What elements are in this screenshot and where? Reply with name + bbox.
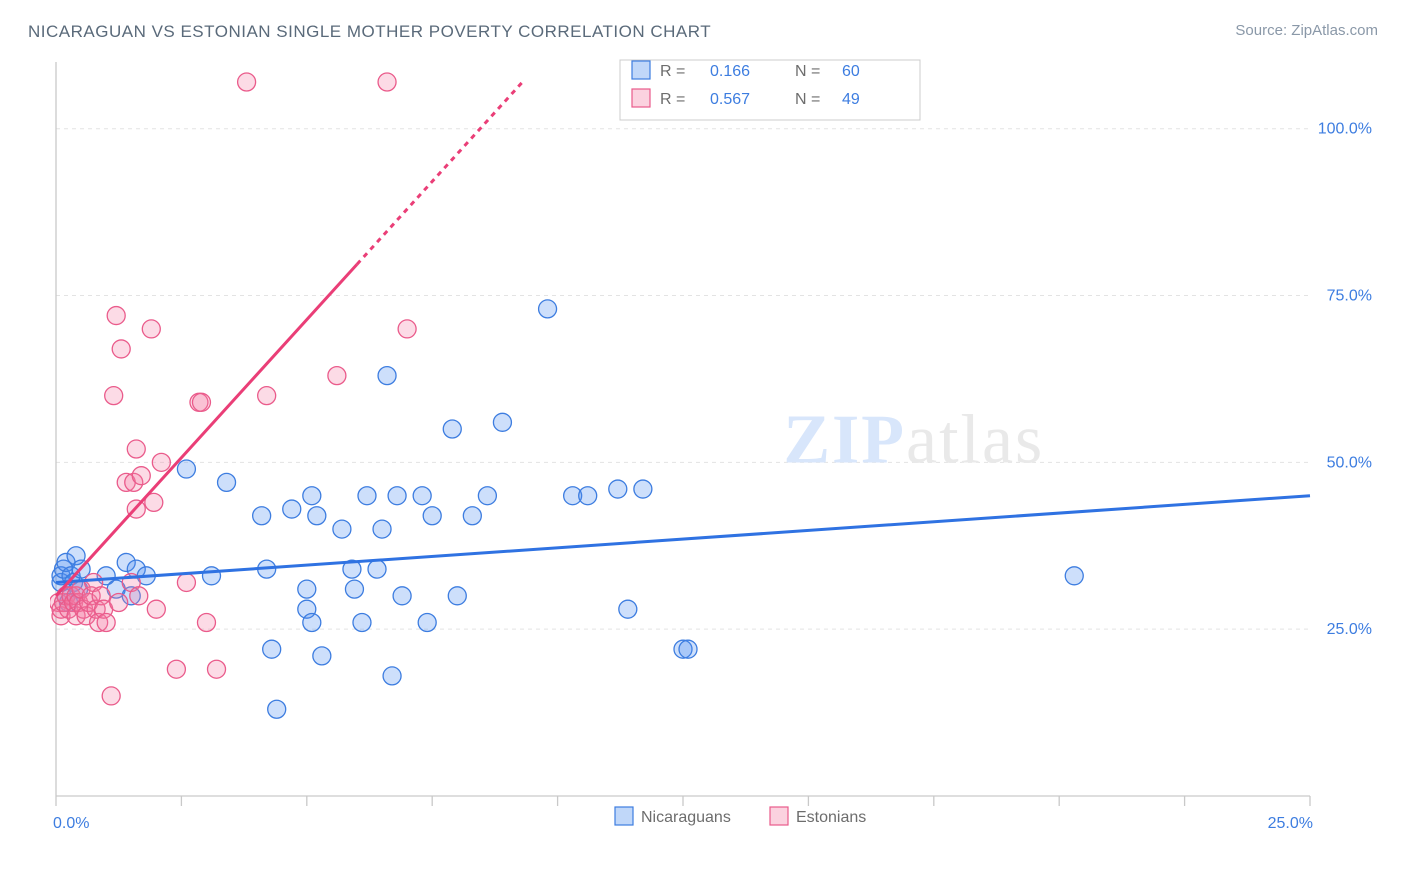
scatter-point xyxy=(378,367,396,385)
scatter-point xyxy=(192,393,210,411)
scatter-point xyxy=(413,487,431,505)
scatter-point xyxy=(112,340,130,358)
scatter-point xyxy=(142,320,160,338)
svg-text:0.0%: 0.0% xyxy=(53,815,89,832)
source-prefix: Source: xyxy=(1235,22,1291,39)
chart-title: NICARAGUAN VS ESTONIAN SINGLE MOTHER POV… xyxy=(28,22,711,42)
scatter-point xyxy=(619,600,637,618)
scatter-point xyxy=(127,440,145,458)
scatter-point xyxy=(258,387,276,405)
scatter-point xyxy=(448,587,466,605)
scatter-point xyxy=(443,420,461,438)
scatter-point xyxy=(107,307,125,325)
stats-legend: R = 0.166 N = 60 R = 0.567 N = 49 xyxy=(620,60,920,120)
scatter-point xyxy=(333,520,351,538)
scatter-point xyxy=(130,587,148,605)
scatter-point xyxy=(303,487,321,505)
scatter-point xyxy=(197,614,215,632)
scatter-point xyxy=(679,640,697,658)
scatter-point xyxy=(398,320,416,338)
scatter-point xyxy=(268,700,286,718)
scatter-point xyxy=(105,387,123,405)
svg-text:R =: R = xyxy=(660,63,685,80)
scatter-point xyxy=(579,487,597,505)
scatter-point xyxy=(634,480,652,498)
svg-text:50.0%: 50.0% xyxy=(1327,454,1372,471)
scatter-point xyxy=(283,500,301,518)
scatter-point xyxy=(328,367,346,385)
scatter-point xyxy=(102,687,120,705)
scatter-point xyxy=(202,567,220,585)
scatter-point xyxy=(238,73,256,91)
scatter-point xyxy=(368,560,386,578)
scatter-point xyxy=(463,507,481,525)
scatter-point xyxy=(418,614,436,632)
scatter-point xyxy=(147,600,165,618)
scatter-point xyxy=(208,660,226,678)
scatter-point xyxy=(177,573,195,591)
scatter-point xyxy=(478,487,496,505)
scatter-point xyxy=(358,487,376,505)
scatter-point xyxy=(110,593,128,611)
scatter-point xyxy=(177,460,195,478)
scatter-point xyxy=(1065,567,1083,585)
scatter-point xyxy=(393,587,411,605)
source-label: Source: ZipAtlas.com xyxy=(1235,22,1378,39)
scatter-point xyxy=(263,640,281,658)
scatter-point xyxy=(493,413,511,431)
scatter-point xyxy=(609,480,627,498)
source-value: ZipAtlas.com xyxy=(1291,22,1378,39)
svg-text:49: 49 xyxy=(842,91,860,108)
svg-text:60: 60 xyxy=(842,63,860,80)
svg-text:0.567: 0.567 xyxy=(710,91,750,108)
legend-swatch xyxy=(615,807,633,825)
scatter-point xyxy=(308,507,326,525)
scatter-point xyxy=(218,473,236,491)
svg-text:N =: N = xyxy=(795,91,820,108)
scatter-point xyxy=(345,580,363,598)
svg-text:N =: N = xyxy=(795,63,820,80)
scatter-point xyxy=(378,73,396,91)
scatter-point xyxy=(313,647,331,665)
legend-swatch xyxy=(770,807,788,825)
scatter-point xyxy=(423,507,441,525)
legend-label: Estonians xyxy=(796,809,866,826)
legend-label: Nicaraguans xyxy=(641,809,731,826)
scatter-point xyxy=(388,487,406,505)
scatter-point xyxy=(253,507,271,525)
correlation-scatter-plot: 25.0% 50.0% 75.0% 100.0% 0.0% 25.0% ZIPatlas R … xyxy=(50,56,1380,836)
scatter-point xyxy=(539,300,557,318)
scatter-point xyxy=(152,453,170,471)
svg-text:R =: R = xyxy=(660,91,685,108)
scatter-point xyxy=(97,614,115,632)
svg-text:100.0%: 100.0% xyxy=(1318,121,1372,138)
scatter-point xyxy=(303,614,321,632)
svg-text:25.0%: 25.0% xyxy=(1327,621,1372,638)
svg-text:ZIPatlas: ZIPatlas xyxy=(783,401,1044,478)
svg-text:25.0%: 25.0% xyxy=(1268,815,1313,832)
scatter-point xyxy=(353,614,371,632)
scatter-point xyxy=(167,660,185,678)
scatter-point xyxy=(383,667,401,685)
scatter-point xyxy=(132,467,150,485)
svg-text:0.166: 0.166 xyxy=(710,63,750,80)
svg-text:75.0%: 75.0% xyxy=(1327,288,1372,305)
scatter-point xyxy=(373,520,391,538)
scatter-point xyxy=(298,580,316,598)
